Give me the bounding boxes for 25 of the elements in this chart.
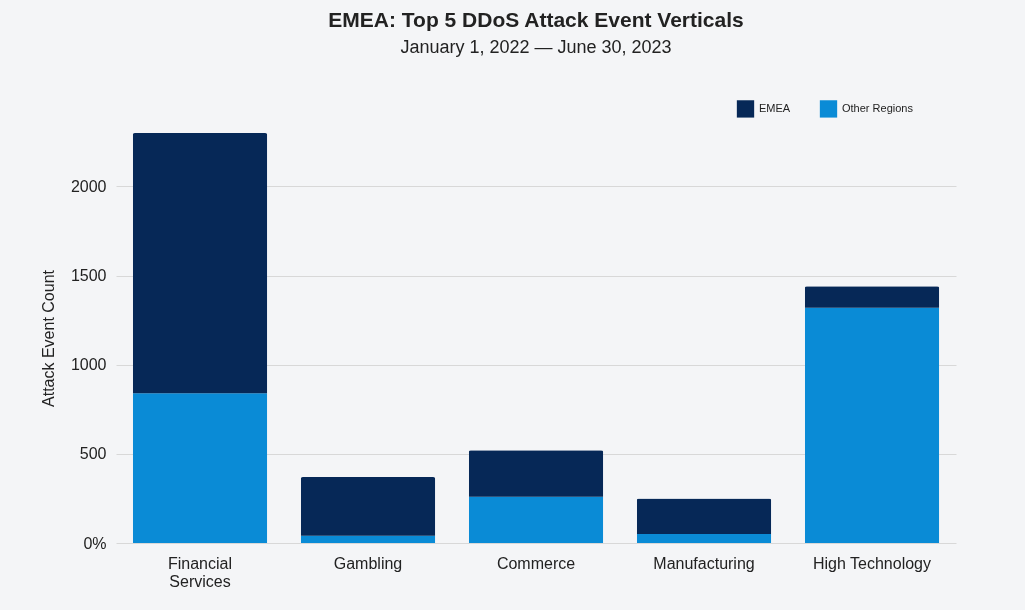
y-tick-label: 1500 [70, 267, 107, 285]
chart-title: EMEA: Top 5 DDoS Attack Event Verticals [328, 8, 744, 31]
chart-subtitle: January 1, 2022 — June 30, 2023 [400, 37, 672, 57]
legend-label: Other Regions [842, 101, 914, 114]
y-tick-label: 2000 [70, 177, 107, 195]
bar [468, 496, 604, 543]
bar [132, 133, 268, 394]
y-tick-label: 1000 [70, 356, 107, 374]
bar [300, 535, 436, 543]
x-tick-label: Financial Services [167, 554, 233, 590]
y-axis-title: Attack Event Count [39, 269, 57, 407]
x-tick-label: Commerce [496, 554, 576, 572]
bar [804, 286, 940, 308]
bar [636, 498, 772, 535]
x-tick-label: Manufacturing [653, 554, 755, 572]
bar [468, 450, 604, 497]
bar [300, 477, 436, 536]
y-tick-label: 500 [79, 445, 107, 463]
y-tick-label: 0% [83, 534, 107, 552]
bar [804, 307, 940, 543]
bar [132, 393, 268, 543]
bar [636, 534, 772, 543]
x-tick-label: High Technology [812, 554, 932, 572]
x-tick-label: Gambling [333, 554, 403, 572]
legend-label: EMEA [759, 101, 791, 114]
